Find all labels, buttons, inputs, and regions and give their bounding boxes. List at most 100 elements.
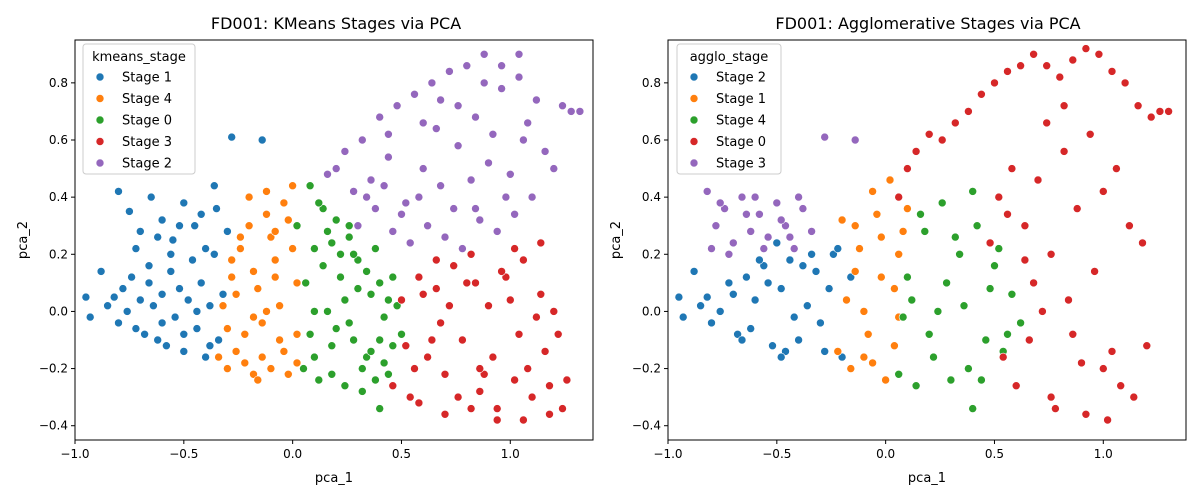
data-point (327, 341, 337, 351)
legend: agglo_stage Stage 2 Stage 1 Stage 4 Stage 0… (676, 43, 782, 175)
data-point (763, 278, 773, 288)
data-point (484, 158, 493, 168)
data-point (310, 244, 319, 253)
data-point (166, 267, 176, 276)
chart-title: FD001: KMeans Stages via PCA (211, 14, 461, 33)
data-point (262, 187, 271, 196)
data-point (262, 210, 271, 219)
data-point (724, 250, 734, 259)
data-point (323, 227, 332, 236)
data-point (998, 352, 1008, 362)
data-point (876, 272, 886, 282)
data-point (449, 204, 459, 213)
data-point (466, 404, 476, 413)
data-point (785, 232, 795, 242)
data-point (418, 118, 428, 128)
data-point (1038, 307, 1047, 316)
data-point (492, 227, 502, 236)
x-tick-label: 0.5 (985, 447, 1004, 461)
data-point (331, 215, 341, 225)
data-point (789, 312, 799, 322)
y-tick-label: −0.2 (632, 362, 661, 376)
data-point (453, 101, 463, 110)
data-point (492, 415, 502, 425)
data-point (837, 215, 847, 225)
legend-label: Stage 4 (122, 92, 172, 107)
data-point (916, 210, 925, 219)
data-point (1099, 364, 1108, 373)
data-point (314, 198, 324, 208)
data-point (920, 227, 930, 236)
data-point (1107, 347, 1117, 356)
data-point (183, 295, 193, 305)
data-point (807, 227, 816, 236)
data-point (471, 204, 480, 213)
data-point (344, 221, 354, 230)
data-point (527, 392, 537, 402)
data-point (392, 301, 402, 311)
data-point (440, 232, 450, 242)
data-point (488, 130, 498, 139)
data-point (310, 352, 319, 362)
data-point (479, 49, 489, 59)
data-point (436, 318, 445, 328)
legend-marker (95, 137, 105, 146)
data-point (724, 278, 734, 288)
data-point (270, 255, 280, 265)
data-point (733, 329, 742, 339)
y-tick-label: 0.4 (49, 190, 68, 204)
data-point (1007, 289, 1017, 299)
data-point (375, 112, 385, 122)
data-point (794, 192, 803, 202)
data-point (344, 232, 354, 242)
data-point (253, 284, 263, 293)
data-point (170, 312, 180, 322)
data-point (275, 301, 284, 311)
data-point (96, 267, 106, 276)
data-point (1064, 295, 1073, 305)
data-point (423, 352, 432, 362)
data-point (196, 278, 206, 288)
data-point (179, 198, 189, 208)
data-point (114, 187, 123, 196)
data-point (707, 318, 716, 328)
data-point (292, 329, 302, 339)
legend-title: kmeans_stage (92, 50, 186, 65)
data-point (968, 404, 978, 413)
data-point (842, 295, 851, 305)
data-point (837, 352, 847, 362)
data-point (81, 292, 91, 302)
data-point (759, 244, 769, 253)
data-point (1011, 381, 1021, 391)
data-point (850, 267, 860, 276)
data-point (955, 250, 964, 259)
data-point (401, 341, 411, 351)
data-point (318, 261, 328, 271)
data-point (244, 192, 254, 202)
data-point (144, 278, 154, 288)
data-point (122, 307, 132, 316)
data-point (445, 301, 454, 311)
legend-entries: Stage 2 Stage 1 Stage 4 Stage 0 Stage 3 (689, 71, 766, 172)
data-point (759, 261, 769, 271)
data-point (776, 352, 786, 362)
data-point (1133, 101, 1143, 110)
x-tick-label: 0.0 (876, 447, 895, 461)
data-point (458, 244, 467, 253)
data-point (903, 164, 912, 173)
data-point (453, 392, 463, 402)
agglomerative-panel: FD001: Agglomerative Stages via PCA −1.0… (609, 14, 1187, 486)
data-point (545, 381, 554, 391)
data-point (746, 324, 756, 333)
data-point (540, 147, 550, 156)
legend-label: Stage 1 (716, 92, 766, 107)
data-point (362, 192, 371, 202)
data-point (894, 250, 904, 259)
data-point (707, 244, 716, 253)
data-point (824, 284, 834, 293)
data-point (244, 221, 254, 230)
data-point (737, 192, 747, 202)
data-point (192, 324, 202, 333)
data-point (702, 187, 712, 196)
data-point (833, 244, 843, 253)
